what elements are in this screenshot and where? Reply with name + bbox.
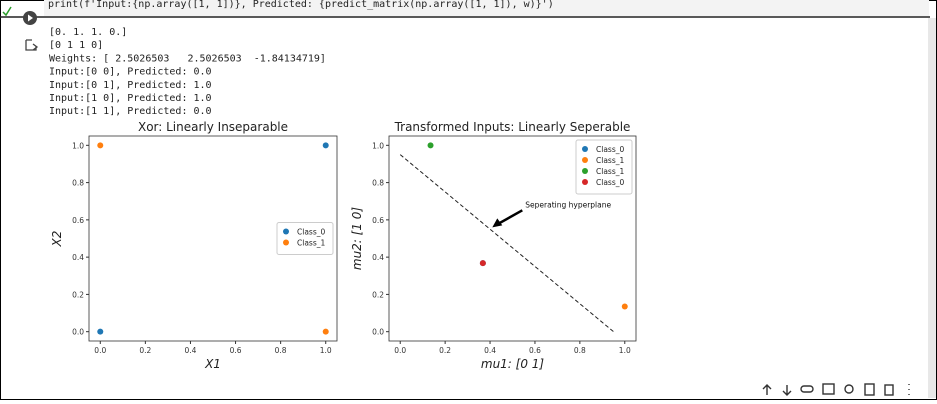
legend-label: Class_1 <box>596 156 624 165</box>
legend-marker <box>283 228 289 235</box>
x-tick-label: 0.6 <box>230 346 242 355</box>
point <box>621 303 628 310</box>
y-tick-label: 0.2 <box>372 290 384 299</box>
output-line: Input:[0 0], Predicted: 0.0 <box>49 67 212 78</box>
mirror[interactable] <box>864 383 875 396</box>
run-icon <box>28 14 33 22</box>
output-line: Input:[1 1], Predicted: 0.0 <box>49 106 212 117</box>
y-tick-label: 0.6 <box>372 216 384 225</box>
chart-title: Xor: Linearly Inseparable <box>138 120 288 134</box>
move-up[interactable] <box>762 384 772 395</box>
x-axis-label: mu1: [0 1] <box>481 357 545 371</box>
settings[interactable] <box>844 384 854 394</box>
scrollbar[interactable] <box>928 18 936 398</box>
x-tick-label: 0.0 <box>94 346 106 355</box>
chart-title: Transformed Inputs: Linearly Seperable <box>394 120 631 134</box>
output-icon[interactable] <box>25 39 39 51</box>
legend-label: Class_0 <box>596 178 624 187</box>
x-tick-label: 0.4 <box>484 346 496 355</box>
y-axis-label: mu2: [1 0] <box>350 207 364 271</box>
y-tick-label: 0.4 <box>72 253 84 262</box>
point <box>97 328 104 335</box>
comment[interactable] <box>822 383 835 395</box>
legend-marker <box>582 168 588 174</box>
output-line: [0. 1. 1. 0.] <box>49 27 127 38</box>
x-tick-label: 1.0 <box>320 346 332 355</box>
legend-marker <box>582 179 588 185</box>
code-line: print(f'Input:{np.array([1, 1])}, Predic… <box>48 0 554 10</box>
point <box>427 142 434 149</box>
delete[interactable] <box>884 384 894 396</box>
y-tick-label: 0.8 <box>72 179 84 188</box>
y-tick-label: 0.2 <box>72 290 84 299</box>
x-tick-label: 0.0 <box>394 346 406 355</box>
legend-marker <box>283 239 289 246</box>
run-check <box>2 6 12 17</box>
hyperplane-line <box>399 154 614 333</box>
legend <box>575 139 633 195</box>
y-tick-label: 0.0 <box>72 328 84 337</box>
annotation-arrow <box>496 209 523 226</box>
toolbar <box>762 383 910 396</box>
code-area <box>44 0 929 16</box>
x-axis-label: X1 <box>204 357 221 371</box>
annotation-text: Seperating hyperplane <box>525 200 611 209</box>
y-tick-label: 0.0 <box>372 328 384 337</box>
x-tick-label: 0.8 <box>574 346 586 355</box>
y-tick-label: 0.4 <box>372 253 384 262</box>
x-tick-label: 1.0 <box>619 346 631 355</box>
y-tick-label: 1.0 <box>72 141 84 150</box>
legend-marker <box>582 146 588 152</box>
legend-label: Class_1 <box>596 167 624 176</box>
legend-label: Class_0 <box>297 228 325 237</box>
legend <box>276 222 334 255</box>
y-tick-label: 0.6 <box>72 216 84 225</box>
point <box>322 142 329 149</box>
y-tick-label: 0.8 <box>372 179 384 188</box>
move-down[interactable] <box>782 385 792 396</box>
link[interactable] <box>800 385 814 393</box>
x-tick-label: 0.6 <box>529 346 541 355</box>
output-line: Input:[1 0], Predicted: 1.0 <box>49 93 212 104</box>
annotation-arrowhead <box>492 218 503 228</box>
point <box>479 260 486 267</box>
legend-marker <box>582 157 588 163</box>
y-tick-label: 1.0 <box>372 141 384 150</box>
x-tick-label: 0.8 <box>275 346 287 355</box>
x-tick-label: 0.2 <box>139 346 151 355</box>
output-line: Weights: [ 2.5026503 2.5026503 -1.841347… <box>49 53 326 64</box>
legend-label: Class_0 <box>596 145 624 154</box>
point <box>97 142 104 149</box>
y-axis-label: X2 <box>50 231 64 248</box>
x-tick-label: 0.2 <box>439 346 451 355</box>
output-line: Input:[0 1], Predicted: 1.0 <box>49 80 212 91</box>
point <box>322 328 329 335</box>
output-line: [0 1 1 0] <box>49 40 103 51</box>
legend-label: Class_1 <box>297 239 325 248</box>
x-tick-label: 0.4 <box>184 346 196 355</box>
